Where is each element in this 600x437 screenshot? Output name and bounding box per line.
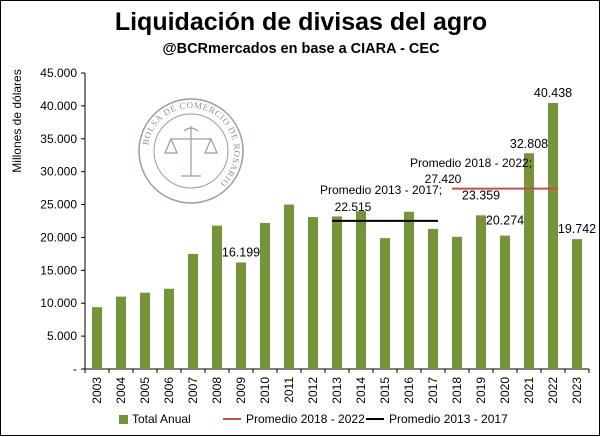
x-tick-label: 2021 <box>522 377 536 404</box>
legend-label: Total Anual <box>132 412 191 426</box>
y-tick-label: 35.000 <box>40 132 77 146</box>
x-tick-label: 2005 <box>138 377 152 404</box>
chart-title: Liquidación de divisas del agro <box>115 8 487 36</box>
y-tick-label: - <box>73 362 77 376</box>
bar <box>475 215 487 369</box>
x-tick-label: 2016 <box>402 377 416 404</box>
x-tick-label: 2011 <box>282 377 296 403</box>
bar <box>187 253 199 369</box>
data-label: 16.199 <box>222 245 260 259</box>
bar <box>427 228 439 369</box>
bar <box>115 296 127 369</box>
bar <box>547 103 559 370</box>
seal-watermark-logo: BOLSA DE COMERCIO DE ROSARIO <box>138 98 244 204</box>
x-tick-label: 2017 <box>426 377 440 404</box>
data-label: 20.274 <box>486 214 524 228</box>
data-label: 23.359 <box>462 188 500 202</box>
x-tick-label: 2008 <box>210 377 224 404</box>
x-tick-label: 2004 <box>114 377 128 404</box>
x-tick-label: 2003 <box>90 377 104 404</box>
bar <box>403 211 415 369</box>
x-tick-label: 2012 <box>306 377 320 404</box>
average-label-name: Promedio 2018 - 2022; <box>410 156 532 170</box>
bar <box>259 222 271 369</box>
bar <box>355 211 367 369</box>
y-tick-label: 20.000 <box>40 230 77 244</box>
x-tick-label: 2013 <box>330 377 344 404</box>
legend-label: Promedio 2013 - 2017 <box>389 412 508 426</box>
bars-group <box>91 103 583 370</box>
data-label: 40.438 <box>534 86 572 100</box>
average-label-name: Promedio 2013 - 2017; <box>320 183 442 197</box>
bar <box>235 262 247 369</box>
x-tick-label: 2022 <box>546 377 560 404</box>
bar <box>307 217 319 369</box>
data-label: 32.808 <box>510 137 548 151</box>
x-tick-label: 2018 <box>450 377 464 404</box>
x-tick-label: 2010 <box>258 377 272 404</box>
y-tick-label: 45.000 <box>40 66 77 80</box>
chart-subtitle: @BCRmercados en base a CIARA - CEC <box>162 41 440 57</box>
bar <box>163 288 175 369</box>
bar <box>451 236 463 369</box>
y-tick-label: 10.000 <box>40 296 77 310</box>
data-labels: 16.199 23.359 20.274 32.808 40.438 19.742 <box>222 86 596 259</box>
bar <box>379 238 391 369</box>
data-label: 19.742 <box>558 222 596 236</box>
bar <box>499 235 511 369</box>
x-tick-label: 2007 <box>186 377 200 404</box>
legend: Total Anual Promedio 2018 - 2022 Promedio … <box>119 412 508 426</box>
bar <box>523 153 535 369</box>
y-tick-label: 5.000 <box>47 329 77 343</box>
y-tick-label: 15.000 <box>40 263 77 277</box>
bar <box>331 216 343 369</box>
x-tick-label: 2006 <box>162 377 176 404</box>
y-axis-label: Millones de dólares <box>10 69 24 172</box>
x-tick-label: 2020 <box>498 377 512 404</box>
y-tick-label: 25.000 <box>40 198 77 212</box>
bar <box>139 292 151 369</box>
average-label-value: 27.420 <box>425 172 462 186</box>
average-label-value: 22.515 <box>335 200 372 214</box>
legend-swatch-total-anual <box>119 415 128 424</box>
x-tick-label: 2019 <box>474 377 488 404</box>
y-tick-label: 30.000 <box>40 165 77 179</box>
bar <box>91 307 103 369</box>
x-tick-label: 2015 <box>378 377 392 404</box>
y-tick-label: 40.000 <box>40 99 77 113</box>
x-tick-label: 2014 <box>354 377 368 404</box>
legend-label: Promedio 2018 - 2022 <box>246 412 365 426</box>
x-tick-label: 2009 <box>234 377 248 404</box>
bar <box>571 239 583 369</box>
bar <box>211 225 223 369</box>
x-tick-label: 2023 <box>570 377 584 404</box>
bar <box>283 204 295 369</box>
